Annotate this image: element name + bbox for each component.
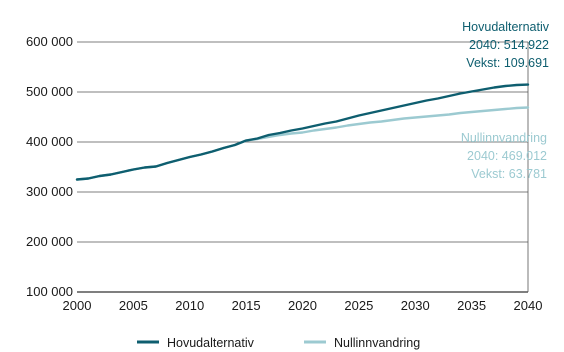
series-line-hovudalternativ: [75, 83, 530, 181]
x-tick-label: 2010: [175, 298, 204, 313]
x-tick-label: 2000: [63, 298, 92, 313]
y-tick-label: 100 000: [26, 284, 73, 299]
legend: Hovudalternativ Nullinnvandring: [137, 336, 420, 350]
annotation-nullinnvandring: Nullinnvandring: [461, 131, 547, 145]
annotation-hovudalternativ: Vekst: 109.691: [466, 56, 549, 70]
annotation-nullinnvandring: Vekst: 63.781: [471, 167, 547, 181]
y-tick-label: 600 000: [26, 34, 73, 49]
y-tick-label: 300 000: [26, 184, 73, 199]
y-tick-label: 400 000: [26, 134, 73, 149]
y-tick-label: 200 000: [26, 234, 73, 249]
grid-lines: [77, 41, 529, 293]
annotation-nullinnvandring: 2040: 469.012: [467, 149, 547, 163]
annotation-hovudalternativ: Hovudalternativ: [462, 20, 550, 34]
y-axis: 100 000 200 000 300 000 400 000 500 000 600 0…: [26, 34, 73, 299]
x-tick-label: 2005: [119, 298, 148, 313]
x-tick-label: 2020: [288, 298, 317, 313]
x-tick-label: 2030: [401, 298, 430, 313]
end-annotations: Hovudalternativ 2040: 514.922 Vekst: 109.6…: [461, 20, 550, 181]
x-tick-label: 2025: [344, 298, 373, 313]
x-tick-label: 2040: [514, 298, 543, 313]
annotation-hovudalternativ: 2040: 514.922: [469, 38, 549, 52]
x-tick-label: 2015: [232, 298, 261, 313]
legend-label: Hovudalternativ: [167, 336, 255, 350]
legend-label: Nullinnvandring: [334, 336, 420, 350]
y-tick-label: 500 000: [26, 84, 73, 99]
x-axis: 2000 2005 2010 2015 2020 2025 2030 2035 2040: [63, 298, 543, 313]
series-lines: [75, 83, 530, 181]
x-tick-label: 2035: [457, 298, 486, 313]
